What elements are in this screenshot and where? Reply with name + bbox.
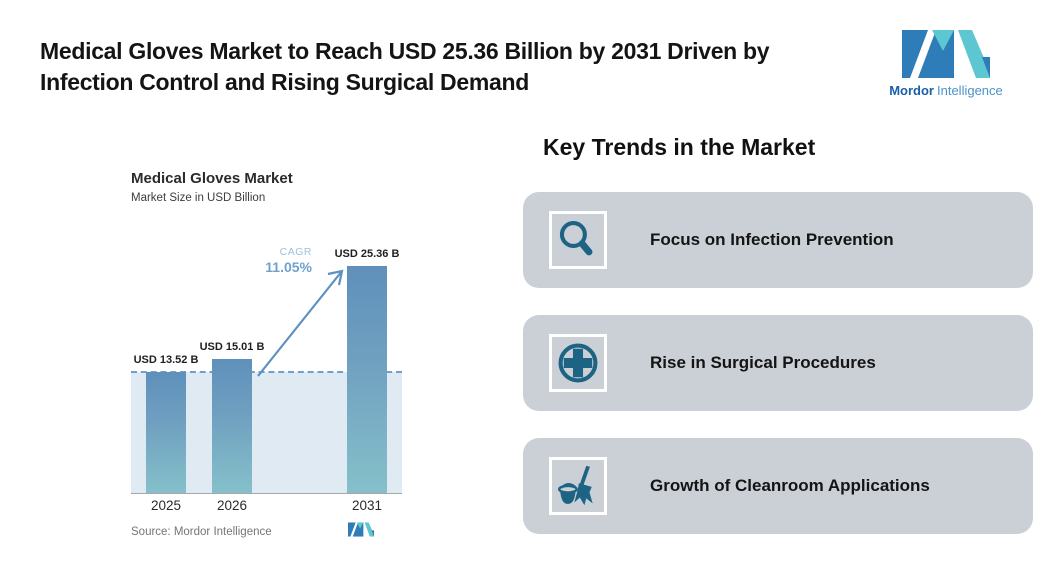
- page-title-line1: Medical Gloves Market to Reach USD 25.36…: [40, 38, 770, 64]
- trend-label: Rise in Surgical Procedures: [650, 353, 876, 372]
- page-title: Medical Gloves Market to Reach USD 25.36…: [40, 36, 770, 98]
- magnifier-icon: [559, 220, 593, 256]
- chart-bar-2026: [212, 359, 252, 493]
- trend-icon-box: [549, 334, 607, 392]
- bar-value-label: USD 13.52 B: [133, 354, 199, 366]
- brand-name-regular: Intelligence: [937, 83, 1003, 98]
- trend-label: Growth of Cleanroom Applications: [650, 476, 930, 495]
- mordor-mini-logo-icon: [348, 522, 374, 537]
- chart-title: Medical Gloves Market: [131, 170, 293, 187]
- bar-chart: USD 13.52 B 2025 USD 15.01 B 2026 USD 25.36 …: [131, 248, 402, 513]
- trends-heading: Key Trends in the Market: [543, 134, 816, 160]
- trend-icon-box: [549, 211, 607, 269]
- growth-arrow-icon: [257, 269, 344, 377]
- chart-bar-2031: [347, 266, 387, 493]
- bar-value-label: USD 15.01 B: [199, 341, 265, 353]
- brand-name: Mordor Intelligence: [889, 83, 1003, 98]
- brand-name-bold: Mordor: [889, 83, 934, 98]
- mordor-logo-icon: [902, 30, 990, 78]
- trend-card-surgical-procedures: Rise in Surgical Procedures: [523, 315, 1033, 411]
- chart-subtitle: Market Size in USD Billion: [131, 192, 266, 204]
- x-axis-line: [131, 492, 402, 494]
- trend-icon-box: [549, 457, 607, 515]
- page-title-line2: Infection Control and Rising Surgical De…: [40, 69, 530, 95]
- chart-bar-2025: [146, 372, 186, 493]
- brand-logo: Mordor Intelligence: [881, 30, 1011, 98]
- dashed-reference-line: [131, 371, 402, 373]
- bar-value-label: USD 25.36 B: [334, 248, 400, 260]
- cagr-annotation: CAGR 11.05%: [236, 246, 312, 275]
- medical-cross-icon: [558, 343, 598, 383]
- cagr-value: 11.05%: [265, 259, 312, 275]
- trend-label: Focus on Infection Prevention: [650, 230, 894, 249]
- chart-source: Source: Mordor Intelligence: [131, 526, 272, 538]
- x-axis-label: 2025: [150, 498, 182, 513]
- cagr-label: CAGR: [279, 246, 312, 258]
- trend-card-infection-prevention: Focus on Infection Prevention: [523, 192, 1033, 288]
- trend-card-cleanroom-applications: Growth of Cleanroom Applications: [523, 438, 1033, 534]
- x-axis-label: 2031: [351, 498, 383, 513]
- x-axis-label: 2026: [216, 498, 248, 513]
- cleaning-icon: [558, 465, 593, 506]
